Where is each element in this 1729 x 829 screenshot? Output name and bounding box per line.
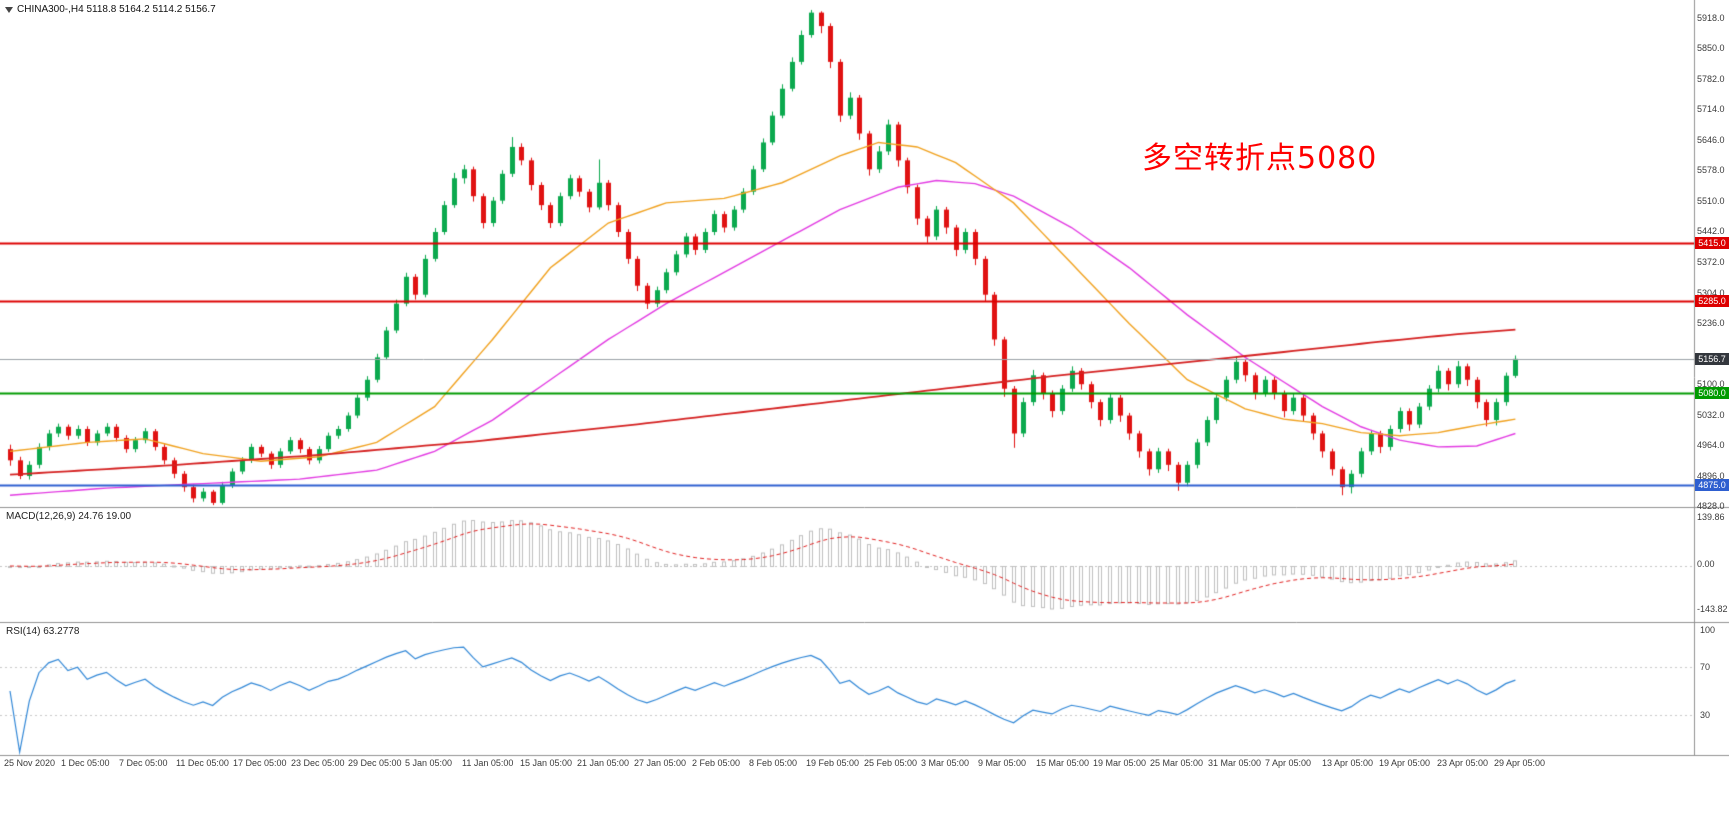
macd-axis-label: 139.86 bbox=[1697, 512, 1725, 522]
time-axis-label: 23 Dec 05:00 bbox=[291, 758, 345, 768]
time-axis-label: 11 Dec 05:00 bbox=[176, 758, 229, 768]
price-axis-label: 5578.0 bbox=[1697, 165, 1725, 175]
time-axis-label: 27 Jan 05:00 bbox=[634, 758, 687, 768]
time-axis-label: 11 Jan 05:00 bbox=[462, 758, 514, 768]
price-level-badge: 5415.0 bbox=[1695, 237, 1729, 249]
time-axis-label: 5 Jan 05:00 bbox=[405, 758, 453, 768]
macd-indicator-label: MACD(12,26,9) 24.76 19.00 bbox=[6, 511, 132, 522]
price-axis-label: 5714.0 bbox=[1697, 104, 1725, 114]
time-axis-label: 25 Nov 2020 bbox=[4, 758, 56, 768]
price-axis-label: 4828.0 bbox=[1697, 501, 1725, 511]
price-axis-label: 5372.0 bbox=[1697, 257, 1725, 267]
time-axis-label: 29 Apr 05:00 bbox=[1494, 758, 1546, 768]
chart-ohlc-info: CHINA300-,H4 5118.8 5164.2 5114.2 5156.7 bbox=[5, 4, 216, 15]
time-axis-label: 19 Mar 05:00 bbox=[1093, 758, 1147, 768]
rsi-axis-label: 30 bbox=[1700, 710, 1711, 720]
price-axis-label: 5442.0 bbox=[1697, 226, 1725, 236]
macd-axis-label: -143.82 bbox=[1697, 604, 1728, 614]
time-axis-label: 15 Jan 05:00 bbox=[520, 758, 573, 768]
price-axis-label: 4896.0 bbox=[1697, 471, 1725, 481]
symbol-ohlc-text: CHINA300-,H4 5118.8 5164.2 5114.2 5156.7 bbox=[17, 4, 216, 15]
price-axis-label: 5918.0 bbox=[1697, 13, 1725, 23]
time-axis-label: 1 Dec 05:00 bbox=[61, 758, 110, 768]
time-axis-label: 2 Feb 05:00 bbox=[692, 758, 741, 768]
symbol-marker-icon[interactable] bbox=[5, 6, 13, 13]
price-axis-label: 5646.0 bbox=[1697, 135, 1725, 145]
time-axis-label: 25 Feb 05:00 bbox=[864, 758, 918, 768]
time-axis-label: 29 Dec 05:00 bbox=[348, 758, 402, 768]
price-level-badge: 5156.7 bbox=[1695, 353, 1729, 365]
price-axis-label: 5100.0 bbox=[1697, 379, 1725, 389]
rsi-axis-label: 100 bbox=[1700, 625, 1716, 635]
time-axis-label: 8 Feb 05:00 bbox=[749, 758, 798, 768]
price-axis-label: 5850.0 bbox=[1697, 43, 1725, 53]
time-axis-label: 17 Dec 05:00 bbox=[233, 758, 287, 768]
time-axis-label: 23 Apr 05:00 bbox=[1437, 758, 1489, 768]
time-axis-label: 21 Jan 05:00 bbox=[577, 758, 630, 768]
price-axis-label: 5236.0 bbox=[1697, 318, 1725, 328]
time-axis-label: 19 Apr 05:00 bbox=[1379, 758, 1431, 768]
time-axis-label: 19 Feb 05:00 bbox=[806, 758, 860, 768]
price-axis-label: 5032.0 bbox=[1697, 410, 1725, 420]
time-axis-label: 25 Mar 05:00 bbox=[1150, 758, 1204, 768]
time-axis-label: 7 Dec 05:00 bbox=[119, 758, 168, 768]
price-axis-label: 4964.0 bbox=[1697, 440, 1725, 450]
time-axis-label: 9 Mar 05:00 bbox=[978, 758, 1027, 768]
time-axis-label: 15 Mar 05:00 bbox=[1036, 758, 1090, 768]
price-level-badge: 5285.0 bbox=[1695, 295, 1729, 307]
price-level-badge: 5080.0 bbox=[1695, 387, 1729, 399]
rsi-indicator-label: RSI(14) 63.2778 bbox=[6, 626, 80, 637]
time-axis-label: 7 Apr 05:00 bbox=[1265, 758, 1312, 768]
price-axis-label: 5782.0 bbox=[1697, 74, 1725, 84]
time-axis-label: 3 Mar 05:00 bbox=[921, 758, 970, 768]
price-level-badge: 4875.0 bbox=[1695, 479, 1729, 491]
rsi-axis-label: 70 bbox=[1700, 662, 1711, 672]
time-axis-label: 31 Mar 05:00 bbox=[1208, 758, 1262, 768]
price-axis-label: 5304.0 bbox=[1697, 288, 1725, 298]
macd-axis-label: 0.00 bbox=[1697, 559, 1715, 569]
price-axis-label: 5510.0 bbox=[1697, 196, 1725, 206]
time-axis-label: 13 Apr 05:00 bbox=[1322, 758, 1374, 768]
annotation-text: 多空转折点5080 bbox=[1142, 141, 1378, 176]
